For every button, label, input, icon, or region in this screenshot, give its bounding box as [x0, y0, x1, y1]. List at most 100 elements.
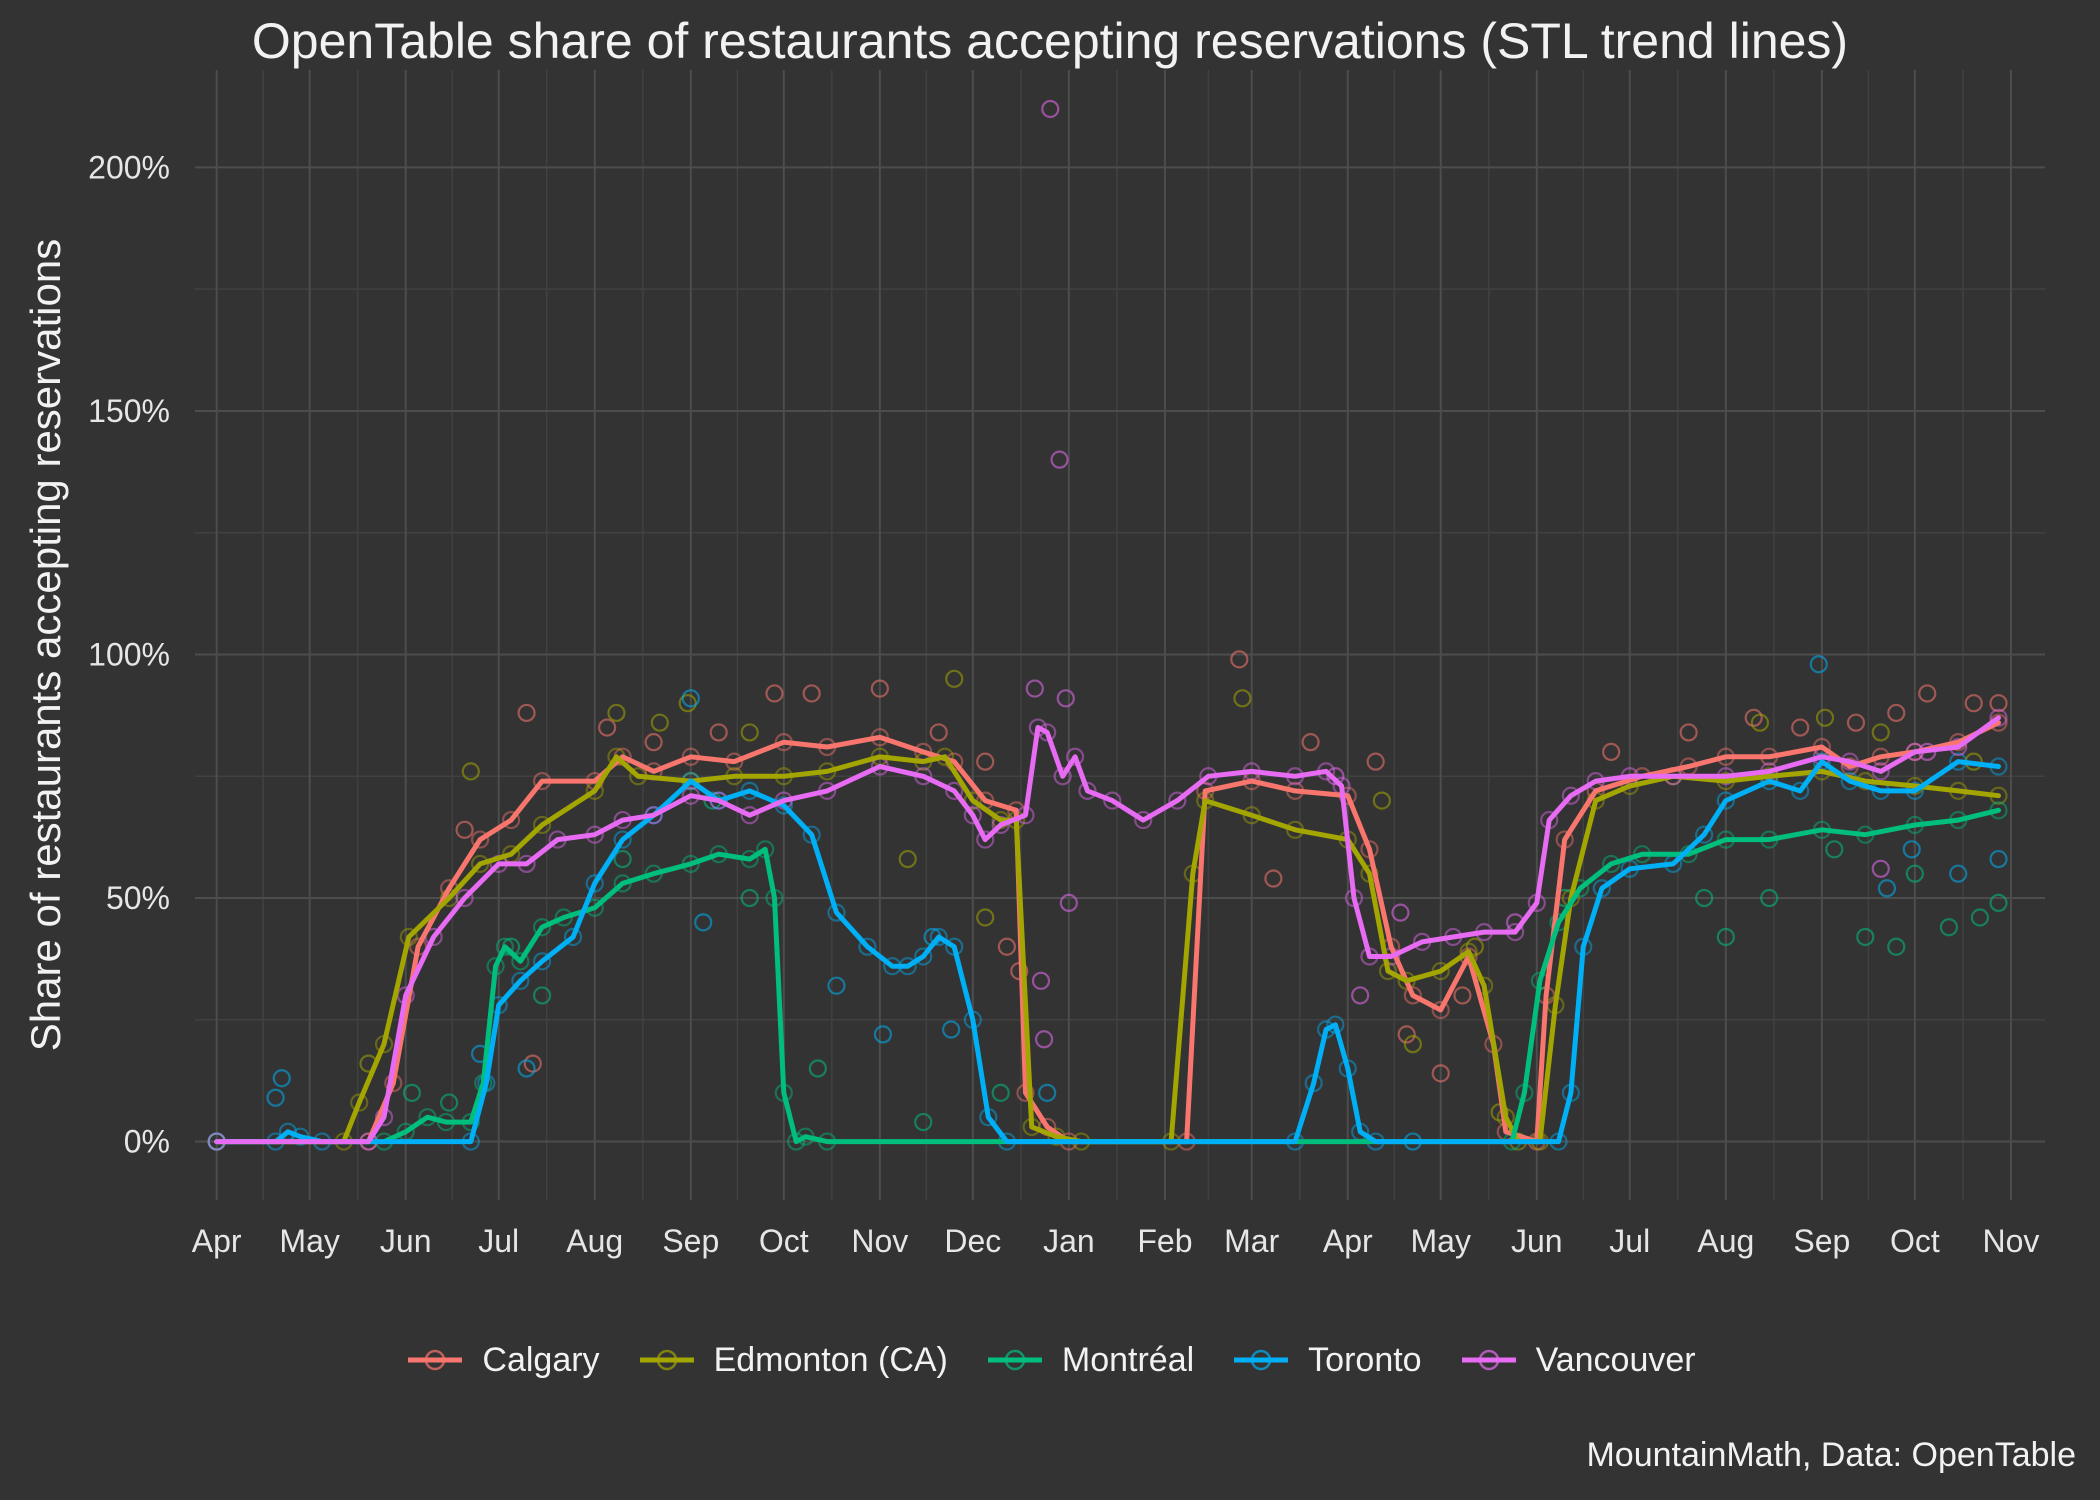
- y-tick-label: 200%: [88, 149, 170, 185]
- data-point: [266, 1088, 285, 1107]
- trend-point: [532, 918, 552, 937]
- series-line: [214, 807, 2001, 1145]
- data-point: [1465, 937, 1484, 956]
- data-point: [681, 689, 700, 708]
- trend-point: [511, 952, 530, 971]
- legend-key-swatch: [987, 1349, 1042, 1371]
- trend-point: [1989, 708, 2008, 727]
- data-point: [1825, 840, 1844, 859]
- trend-lines: [214, 715, 2001, 1145]
- data-point: [1301, 733, 1320, 752]
- trend-point: [976, 830, 995, 849]
- data-point: [1989, 849, 2008, 869]
- legend-label: Calgary: [482, 1340, 600, 1379]
- series-line: [214, 754, 2001, 1145]
- data-point: [455, 820, 474, 839]
- legend-label: Toronto: [1308, 1340, 1422, 1379]
- data-point: [461, 762, 480, 781]
- data-point: [1351, 986, 1370, 1005]
- data-point: [517, 703, 536, 723]
- data-point: [1856, 927, 1875, 947]
- data-point: [1602, 742, 1621, 761]
- legend-item: Montréal: [984, 1340, 1194, 1380]
- legend-circle: [425, 1349, 446, 1371]
- x-tick-label: Aug: [1697, 1223, 1754, 1259]
- trend-point: [991, 815, 1010, 835]
- legend-circle: [1250, 1349, 1272, 1371]
- data-point: [1679, 723, 1698, 742]
- data-point: [1025, 679, 1044, 698]
- data-point: [929, 723, 948, 742]
- legend-circle: [656, 1349, 677, 1371]
- trend-point: [1053, 767, 1072, 786]
- data-point: [1989, 893, 2008, 912]
- data-point: [765, 684, 784, 703]
- data-point: [1887, 937, 1906, 956]
- trend-point: [1103, 791, 1122, 810]
- y-axis-ticks: 0% 50% 100% 150% 200%: [88, 149, 170, 1159]
- trend-point: [929, 927, 948, 947]
- legend-item: Edmonton (CA): [636, 1340, 948, 1380]
- legend-label: Vancouver: [1535, 1340, 1696, 1379]
- trend-point: [914, 947, 933, 966]
- x-tick-label: Aug: [566, 1223, 623, 1259]
- data-point: [1059, 893, 1078, 912]
- legend-circle: [1478, 1349, 1499, 1371]
- data-point: [1750, 713, 1770, 732]
- data-point: [1918, 684, 1937, 703]
- y-axis-title: Share of restaurants accepting reservati…: [22, 238, 69, 1052]
- data-point: [1038, 1083, 1057, 1102]
- data-point: [1372, 791, 1391, 810]
- x-tick-label: Apr: [192, 1223, 242, 1259]
- data-point: [644, 733, 663, 752]
- series-line: [214, 720, 2001, 1145]
- trend-point: [470, 830, 490, 849]
- data-point: [991, 1083, 1010, 1102]
- series-line: [214, 715, 2001, 1145]
- x-tick-label: Sep: [662, 1223, 719, 1259]
- trend-point: [511, 971, 530, 990]
- data-point: [598, 718, 617, 737]
- data-point: [945, 669, 964, 688]
- x-tick-label: Jun: [380, 1223, 432, 1259]
- data-point: [607, 703, 626, 723]
- data-point: [1233, 689, 1252, 708]
- chart-caption: MountainMath, Data: OpenTable: [1586, 1436, 2076, 1474]
- data-point: [1031, 971, 1051, 990]
- trend-point: [1168, 791, 1187, 810]
- legend-key-swatch: [1461, 1349, 1516, 1371]
- trend-point: [350, 1093, 369, 1112]
- legend-key-swatch: [639, 1349, 694, 1371]
- trend-point: [585, 874, 604, 893]
- data-point: [517, 1059, 536, 1078]
- data-point: [740, 888, 759, 908]
- trend-point: [1431, 1000, 1450, 1020]
- trend-point: [501, 810, 521, 830]
- data-point: [1887, 703, 1906, 723]
- chart-title: OpenTable share of restaurants accepting…: [251, 13, 1849, 69]
- legend-key-swatch: [408, 1349, 463, 1371]
- data-point: [402, 1083, 422, 1102]
- x-tick-label: May: [1411, 1223, 1471, 1259]
- data-point: [1902, 840, 1921, 859]
- data-point: [1431, 1064, 1450, 1083]
- x-tick-label: Jan: [1043, 1223, 1095, 1259]
- x-tick-label: Jul: [1609, 1223, 1650, 1259]
- x-axis-ticks: Apr May Jun Jul Aug Sep Oct Nov Dec Jan Feb Mar Apr M…: [192, 1223, 2040, 1259]
- x-tick-label: Nov: [1982, 1223, 2039, 1259]
- trend-point: [532, 815, 552, 835]
- x-tick-label: May: [279, 1223, 339, 1259]
- data-point: [694, 913, 713, 932]
- trend-point: [740, 806, 759, 825]
- x-tick-label: Feb: [1137, 1223, 1192, 1259]
- y-tick-label: 150%: [88, 393, 170, 429]
- x-tick-label: Mar: [1224, 1223, 1279, 1259]
- trend-point: [1403, 986, 1422, 1005]
- trend-point: [613, 830, 632, 849]
- y-tick-label: 0%: [124, 1124, 170, 1160]
- data-point: [827, 976, 846, 995]
- x-tick-label: Jul: [478, 1223, 519, 1259]
- data-point: [613, 849, 632, 869]
- major-gridlines: [195, 70, 2045, 1200]
- x-tick-label: Apr: [1323, 1223, 1373, 1259]
